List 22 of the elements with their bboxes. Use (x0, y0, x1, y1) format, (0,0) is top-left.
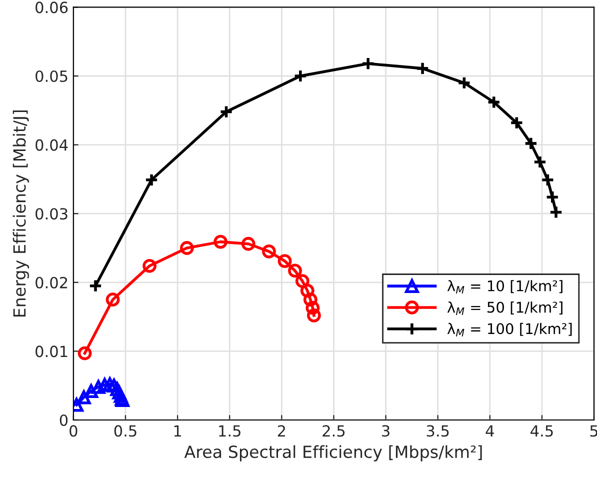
x-tick-label: 1 (174, 425, 181, 436)
x-axis-title: Area Spectral Efficiency [Mbps/km²] (184, 445, 482, 462)
y-tick-label: 0.01 (36, 346, 68, 358)
legend-label: λ$_{M}$ = 10 [1/km²] (447, 280, 562, 294)
y-tick-label: 0.04 (36, 139, 68, 151)
y-tick-label: 0.05 (36, 70, 68, 82)
x-tick-label: 0 (70, 425, 78, 437)
x-tick-label: 1.5 (219, 425, 240, 437)
y-tick-label: 0.06 (36, 2, 68, 14)
y-tick-label: 0.02 (36, 276, 68, 288)
x-tick-label: 0.5 (114, 425, 136, 437)
x-tick-label: 3 (382, 425, 390, 437)
x-tick-label: 2 (278, 425, 285, 436)
y-tick-label: 0 (60, 414, 68, 426)
legend-label: λ$_{M}$ = 100 [1/km²] (447, 322, 572, 336)
y-axis-title: Energy Efficiency [Mbit/J] (12, 110, 29, 317)
x-tick-label: 4 (486, 425, 494, 436)
x-tick-label: 2.5 (322, 425, 345, 437)
x-tick-label: 3.5 (426, 425, 449, 437)
y-tick-label: 0.03 (36, 208, 68, 220)
legend-label: λ$_{M}$ = 50 [1/km²] (447, 301, 562, 315)
x-tick-label: 4.5 (530, 425, 553, 437)
